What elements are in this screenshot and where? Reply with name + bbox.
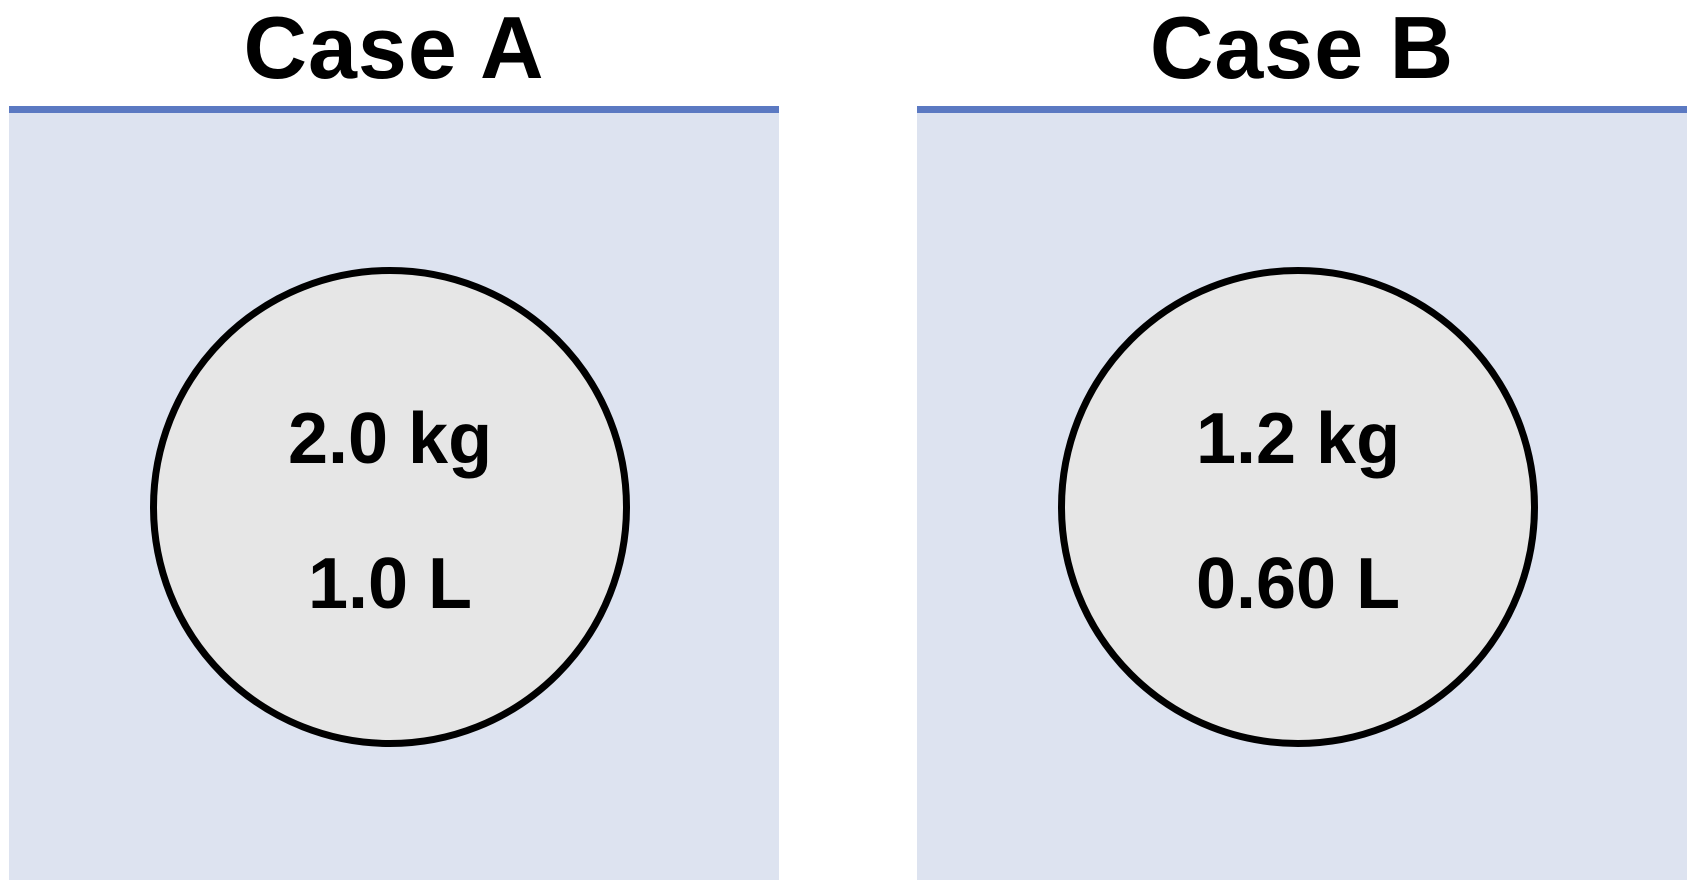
case-b-fluid-surface bbox=[917, 106, 1687, 113]
case-a-object bbox=[150, 267, 630, 747]
case-b-object bbox=[1058, 267, 1538, 747]
case-a-volume-label: 1.0 L bbox=[307, 544, 473, 624]
case-b-title: Case B bbox=[1149, 0, 1455, 97]
case-a-fluid-surface bbox=[9, 106, 779, 113]
case-b-volume-label: 0.60 L bbox=[1195, 544, 1401, 624]
case-a-panel: Case A 2.0 kg 1.0 L bbox=[9, 0, 779, 880]
case-a-mass-label: 2.0 kg bbox=[287, 399, 493, 479]
case-b-mass-label: 1.2 kg bbox=[1195, 399, 1401, 479]
case-a-title: Case A bbox=[243, 0, 545, 97]
case-b-panel: Case B 1.2 kg 0.60 L bbox=[917, 0, 1687, 880]
